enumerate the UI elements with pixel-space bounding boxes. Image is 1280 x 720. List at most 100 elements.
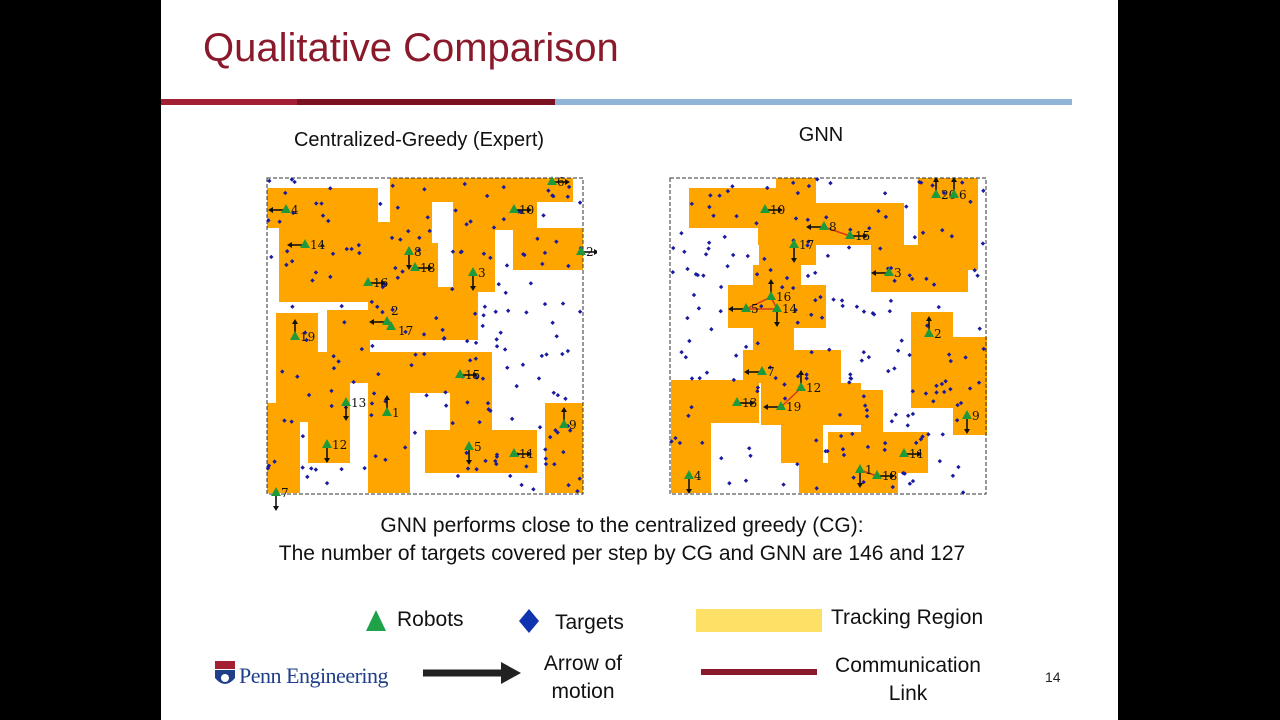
target-marker [955, 402, 960, 408]
target-marker [540, 261, 545, 267]
robot-label: 3 [478, 266, 486, 280]
target-marker [840, 303, 845, 309]
target-marker [550, 193, 555, 198]
motion-arrowhead [527, 207, 532, 213]
robot-marker [322, 439, 332, 448]
target-marker [434, 315, 439, 321]
body-line-1: GNN performs close to the centralized gr… [380, 514, 864, 537]
target-marker [331, 354, 336, 359]
legend-comm-line1: Communication [835, 654, 981, 677]
target-marker [700, 440, 705, 446]
tracking-region [753, 328, 794, 350]
tracking-region [781, 425, 823, 463]
tracking-region [495, 202, 537, 230]
communication-link [780, 387, 802, 408]
tracking-region [453, 202, 495, 292]
target-marker [289, 259, 295, 264]
target-marker [310, 278, 315, 283]
target-marker [960, 490, 966, 495]
target-marker [560, 301, 566, 306]
robot-marker [766, 291, 776, 300]
motion-arrowhead [763, 404, 768, 410]
target-marker [292, 179, 297, 185]
legend-arrow-line2: motion [551, 680, 615, 703]
target-marker [882, 440, 888, 446]
motion-arrowhead [406, 265, 412, 270]
target-marker [882, 191, 888, 196]
target-marker [442, 335, 447, 341]
legend-communication-link: Communication Link [835, 652, 981, 708]
target-marker [524, 310, 529, 315]
target-marker [754, 221, 759, 226]
robot-label: 6 [959, 188, 967, 202]
motion-arrowhead [473, 372, 478, 378]
target-marker [329, 388, 334, 394]
target-marker [805, 243, 810, 248]
target-marker [550, 320, 555, 325]
tracking-region-swatch [696, 609, 822, 632]
motion-arrowhead [964, 429, 970, 434]
target-marker [267, 178, 272, 184]
target-marker [981, 188, 986, 193]
target-marker [679, 231, 684, 236]
motion-arrowhead [686, 489, 692, 494]
target-marker [339, 466, 344, 472]
target-marker [416, 248, 422, 253]
motion-arrowhead [594, 249, 597, 255]
target-marker [566, 482, 571, 488]
target-marker [459, 249, 464, 254]
target-marker [977, 326, 982, 331]
target-marker [465, 466, 471, 471]
tracking-region [776, 178, 816, 203]
tracking-region [368, 352, 492, 393]
target-marker [905, 413, 911, 418]
target-marker [537, 425, 543, 430]
target-marker [291, 210, 296, 216]
target-marker [679, 349, 684, 355]
target-marker [889, 419, 895, 424]
target-marker [468, 219, 473, 224]
robot-label: 14 [310, 238, 326, 252]
plot-title-cg: Centralized-Greedy (Expert) [293, 129, 545, 151]
target-marker [804, 372, 809, 377]
target-marker [727, 481, 732, 486]
motion-arrowhead [287, 242, 292, 248]
robot-label: 13 [742, 396, 757, 410]
robot-label: 6 [557, 175, 565, 189]
target-marker [362, 465, 367, 471]
target-marker [305, 474, 310, 480]
target-marker [304, 337, 309, 343]
target-marker [555, 430, 560, 435]
target-marker [566, 263, 571, 269]
target-marker [531, 487, 536, 492]
target-marker [809, 312, 814, 317]
target-marker [464, 450, 469, 456]
motion-arrowhead [381, 280, 386, 286]
robot-marker [757, 366, 767, 375]
target-marker [563, 396, 568, 401]
motion-arrowhead [369, 319, 374, 325]
robot-marker [872, 470, 882, 479]
robot-marker [732, 397, 742, 406]
target-marker [467, 358, 473, 363]
target-marker [473, 340, 479, 346]
target-marker [850, 431, 855, 437]
target-marker [380, 309, 385, 315]
motion-arrowhead [768, 279, 774, 284]
robot-marker [410, 262, 420, 271]
target-marker [453, 208, 458, 213]
target-marker [861, 350, 866, 355]
target-marker [755, 341, 761, 346]
target-marker [827, 347, 832, 352]
motion-arrowhead [750, 400, 755, 406]
target-marker [349, 246, 354, 252]
target-marker [907, 481, 913, 486]
target-marker [795, 190, 801, 196]
target-marker [910, 478, 916, 484]
target-marker [697, 375, 702, 381]
target-marker [701, 273, 706, 278]
target-marker [831, 297, 836, 302]
target-marker [707, 204, 712, 210]
robot-label: 15 [855, 229, 870, 243]
